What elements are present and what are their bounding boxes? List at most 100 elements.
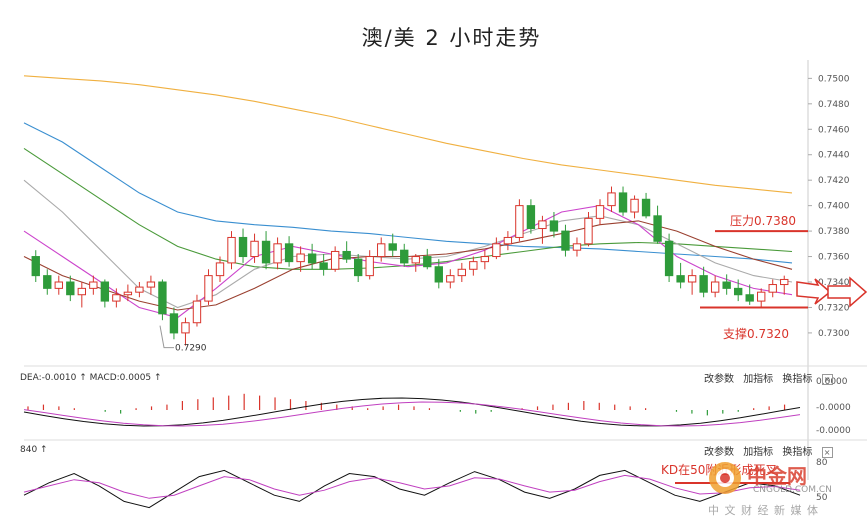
macd-label: DEA:-0.0010 ↑ MACD:0.0005 ↑ bbox=[20, 373, 162, 383]
candle-body bbox=[319, 262, 328, 270]
candle-body bbox=[526, 205, 536, 230]
resistance-label: 压力0.7380 bbox=[730, 214, 796, 228]
kd-tick-label: 80 bbox=[816, 458, 828, 468]
candle-body bbox=[66, 281, 75, 296]
ma-line-purple bbox=[23, 205, 793, 319]
candle-body bbox=[388, 243, 397, 251]
price-tick-label: 0.7400 bbox=[818, 202, 850, 212]
candle-body bbox=[169, 313, 179, 334]
ma-line-orange bbox=[23, 75, 793, 194]
k-line bbox=[23, 469, 801, 509]
price-tick-label: 0.7440 bbox=[818, 151, 850, 161]
candle-body bbox=[457, 268, 467, 277]
candle-body bbox=[538, 220, 547, 230]
price-tick-label: 0.7380 bbox=[818, 227, 850, 237]
candle-body bbox=[630, 198, 639, 213]
candle-body bbox=[353, 258, 363, 277]
candle-body bbox=[377, 243, 386, 258]
params-button[interactable]: 改参数 bbox=[704, 374, 734, 385]
d-line bbox=[23, 474, 801, 499]
candle-body bbox=[423, 256, 432, 268]
candle-body bbox=[434, 266, 443, 283]
candle-body bbox=[250, 240, 259, 258]
macd-toolbar: 改参数 加指标 换指标 × bbox=[698, 370, 833, 385]
low-marker-line bbox=[159, 325, 174, 349]
candle-body bbox=[400, 249, 409, 264]
candle-body bbox=[89, 281, 98, 289]
candle-body bbox=[31, 256, 40, 277]
candle-body bbox=[687, 275, 697, 283]
candle-body bbox=[757, 291, 766, 302]
candle-body bbox=[146, 281, 156, 288]
candle-body bbox=[273, 243, 282, 264]
candle-body bbox=[699, 275, 708, 293]
candle-body bbox=[123, 291, 133, 296]
candle-body bbox=[112, 294, 121, 302]
candle-body bbox=[584, 217, 593, 245]
candle-body bbox=[135, 286, 144, 293]
candle-body bbox=[780, 278, 789, 286]
candle-body bbox=[733, 287, 743, 296]
ma-line-blue bbox=[23, 122, 793, 264]
candle-body bbox=[77, 287, 87, 296]
candle-body bbox=[446, 275, 455, 283]
candle-body bbox=[238, 236, 248, 258]
candle-body bbox=[307, 253, 317, 264]
watermark-logo: 中金网 CNGOLD.COM.CN 中 文 财 经 新 媒 体 bbox=[708, 462, 832, 517]
candle-body bbox=[492, 243, 501, 258]
candle-body bbox=[181, 322, 190, 334]
switch-indicator-button[interactable]: 换指标 bbox=[782, 447, 813, 458]
price-tick-label: 0.7340 bbox=[818, 278, 850, 288]
arrow-right-icon bbox=[796, 278, 832, 305]
arrow-right-icon bbox=[827, 276, 867, 308]
candle-body bbox=[503, 236, 513, 245]
params-button[interactable]: 改参数 bbox=[704, 447, 734, 458]
candle-body bbox=[54, 281, 63, 289]
kd-tick-label: 50 bbox=[816, 493, 828, 503]
kd-label: 840 ↑ bbox=[20, 445, 48, 455]
candle-body bbox=[768, 284, 777, 293]
candle-body bbox=[607, 192, 616, 207]
support-label: 支撑0.7320 bbox=[723, 327, 789, 341]
signal-line bbox=[23, 401, 801, 427]
candle-body bbox=[330, 250, 340, 270]
candle-body bbox=[618, 192, 628, 213]
candle-body bbox=[641, 198, 651, 217]
price-tick-label: 0.7460 bbox=[818, 125, 850, 135]
macd-tick-label: -0.0000 bbox=[816, 403, 851, 413]
close-icon[interactable]: × bbox=[821, 374, 833, 385]
candle-body bbox=[653, 215, 662, 242]
add-indicator-button[interactable]: 加指标 bbox=[743, 374, 774, 385]
add-indicator-button[interactable]: 加指标 bbox=[743, 447, 774, 458]
candle-body bbox=[227, 236, 236, 264]
switch-indicator-button[interactable]: 换指标 bbox=[782, 374, 813, 385]
candle-body bbox=[595, 205, 605, 219]
candle-body bbox=[722, 281, 731, 289]
candle-body bbox=[215, 262, 225, 277]
candle-body bbox=[192, 300, 202, 324]
price-tick-label: 0.7420 bbox=[818, 176, 850, 186]
price-tick-label: 0.7320 bbox=[818, 303, 850, 313]
price-tick-label: 0.7300 bbox=[818, 329, 850, 339]
candle-body bbox=[43, 275, 52, 289]
candle-body bbox=[710, 281, 720, 293]
candle-body bbox=[100, 281, 110, 302]
candle-body bbox=[342, 250, 351, 260]
candle-body bbox=[469, 261, 478, 270]
candle-body bbox=[664, 240, 674, 277]
candle-body bbox=[284, 243, 294, 263]
price-tick-label: 0.7500 bbox=[818, 74, 850, 84]
price-tick-label: 0.7480 bbox=[818, 100, 850, 110]
candle-body bbox=[561, 230, 570, 251]
candle-body bbox=[296, 253, 305, 263]
candle-body bbox=[572, 243, 582, 251]
macd-tick-label: -0.0000 bbox=[816, 426, 851, 436]
close-icon[interactable]: × bbox=[821, 447, 833, 458]
candle-body bbox=[158, 281, 167, 315]
candle-body bbox=[515, 205, 524, 238]
candle-body bbox=[549, 220, 559, 232]
candle-body bbox=[745, 294, 754, 302]
candle-body bbox=[480, 256, 490, 263]
ma-line-green bbox=[23, 147, 793, 270]
